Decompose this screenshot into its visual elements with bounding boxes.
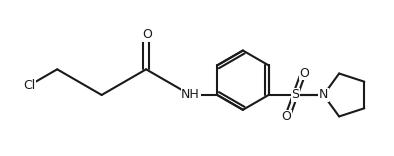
- Text: O: O: [281, 110, 291, 123]
- Text: NH: NH: [181, 88, 200, 102]
- Text: O: O: [299, 67, 309, 80]
- Text: N: N: [319, 88, 328, 102]
- Text: S: S: [291, 88, 299, 102]
- Text: Cl: Cl: [24, 79, 36, 92]
- Text: O: O: [142, 28, 152, 41]
